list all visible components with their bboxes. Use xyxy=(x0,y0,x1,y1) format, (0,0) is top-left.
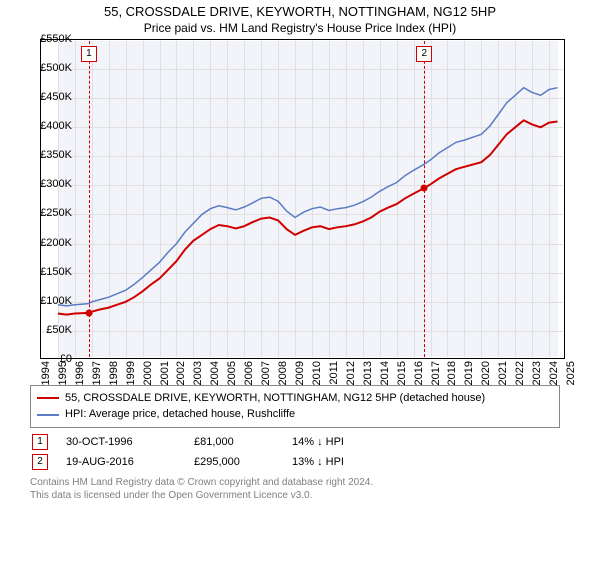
plot-frame: 12 xyxy=(40,39,565,359)
x-tick-label: 1996 xyxy=(74,361,86,385)
sale-marker-box: 2 xyxy=(416,46,432,62)
sale-marker-box: 1 xyxy=(81,46,97,62)
x-tick-label: 2000 xyxy=(142,361,154,385)
chart-subtitle: Price paid vs. HM Land Registry's House … xyxy=(0,21,600,35)
x-tick-label: 2015 xyxy=(396,361,408,385)
y-tick-label: £450K xyxy=(40,91,72,103)
x-tick-label: 2004 xyxy=(209,361,221,385)
footer-attribution: Contains HM Land Registry data © Crown c… xyxy=(30,476,570,502)
y-tick-label: £150K xyxy=(40,266,72,278)
legend-label: HPI: Average price, detached house, Rush… xyxy=(65,406,295,423)
y-tick-label: £400K xyxy=(40,120,72,132)
series-svg xyxy=(41,40,566,360)
sales-diff: 14% ↓ HPI xyxy=(292,436,392,448)
sale-marker-dot xyxy=(421,185,428,192)
x-tick-label: 2010 xyxy=(311,361,323,385)
x-tick-label: 2022 xyxy=(514,361,526,385)
y-tick-label: £250K xyxy=(40,207,72,219)
sales-index-box: 1 xyxy=(32,434,48,450)
y-tick-label: £300K xyxy=(40,178,72,190)
y-tick-label: £550K xyxy=(40,33,72,45)
x-tick-label: 2009 xyxy=(294,361,306,385)
sales-row: 2 19-AUG-2016 £295,000 13% ↓ HPI xyxy=(30,452,560,472)
y-tick-label: £500K xyxy=(40,62,72,74)
x-tick-label: 2013 xyxy=(362,361,374,385)
footer-line1: Contains HM Land Registry data © Crown c… xyxy=(30,476,570,489)
sale-marker-line xyxy=(424,41,425,357)
sales-row: 1 30-OCT-1996 £81,000 14% ↓ HPI xyxy=(30,432,560,452)
footer-line2: This data is licensed under the Open Gov… xyxy=(30,489,570,502)
y-tick-label: £50K xyxy=(46,324,72,336)
legend-swatch xyxy=(37,414,59,416)
sales-date: 19-AUG-2016 xyxy=(66,456,176,468)
x-tick-label: 1994 xyxy=(40,361,52,385)
x-tick-label: 2019 xyxy=(463,361,475,385)
y-tick-label: £200K xyxy=(40,237,72,249)
x-tick-label: 2002 xyxy=(175,361,187,385)
x-tick-label: 1995 xyxy=(57,361,69,385)
x-tick-label: 2006 xyxy=(243,361,255,385)
x-tick-label: 2018 xyxy=(446,361,458,385)
x-tick-label: 2021 xyxy=(497,361,509,385)
legend: 55, CROSSDALE DRIVE, KEYWORTH, NOTTINGHA… xyxy=(30,385,560,428)
x-tick-label: 2025 xyxy=(565,361,577,385)
chart-title: 55, CROSSDALE DRIVE, KEYWORTH, NOTTINGHA… xyxy=(0,4,600,21)
y-tick-label: £350K xyxy=(40,149,72,161)
x-tick-label: 2007 xyxy=(260,361,272,385)
x-tick-label: 2024 xyxy=(548,361,560,385)
sales-date: 30-OCT-1996 xyxy=(66,436,176,448)
x-tick-label: 2001 xyxy=(159,361,171,385)
x-tick-label: 2005 xyxy=(226,361,238,385)
x-tick-label: 2012 xyxy=(345,361,357,385)
x-tick-label: 2023 xyxy=(531,361,543,385)
x-tick-label: 2008 xyxy=(277,361,289,385)
x-tick-label: 2003 xyxy=(192,361,204,385)
sales-price: £81,000 xyxy=(194,436,274,448)
x-tick-label: 1997 xyxy=(91,361,103,385)
x-tick-label: 2011 xyxy=(328,361,340,385)
legend-label: 55, CROSSDALE DRIVE, KEYWORTH, NOTTINGHA… xyxy=(65,390,485,407)
legend-swatch xyxy=(37,397,59,399)
legend-row: HPI: Average price, detached house, Rush… xyxy=(37,406,553,423)
sales-index-box: 2 xyxy=(32,454,48,470)
x-tick-label: 1999 xyxy=(125,361,137,385)
x-tick-label: 2020 xyxy=(480,361,492,385)
legend-row: 55, CROSSDALE DRIVE, KEYWORTH, NOTTINGHA… xyxy=(37,390,553,407)
sale-marker-dot xyxy=(85,309,92,316)
x-tick-label: 2016 xyxy=(413,361,425,385)
x-tick-label: 2017 xyxy=(430,361,442,385)
chart-area: 12 £0£50K£100K£150K£200K£250K£300K£350K£… xyxy=(40,39,600,379)
series-line xyxy=(58,88,558,306)
sales-price: £295,000 xyxy=(194,456,274,468)
x-tick-label: 1998 xyxy=(108,361,120,385)
sales-table: 1 30-OCT-1996 £81,000 14% ↓ HPI 2 19-AUG-2016… xyxy=(30,432,560,472)
x-tick-label: 2014 xyxy=(379,361,391,385)
y-tick-label: £100K xyxy=(40,295,72,307)
sales-diff: 13% ↓ HPI xyxy=(292,456,392,468)
